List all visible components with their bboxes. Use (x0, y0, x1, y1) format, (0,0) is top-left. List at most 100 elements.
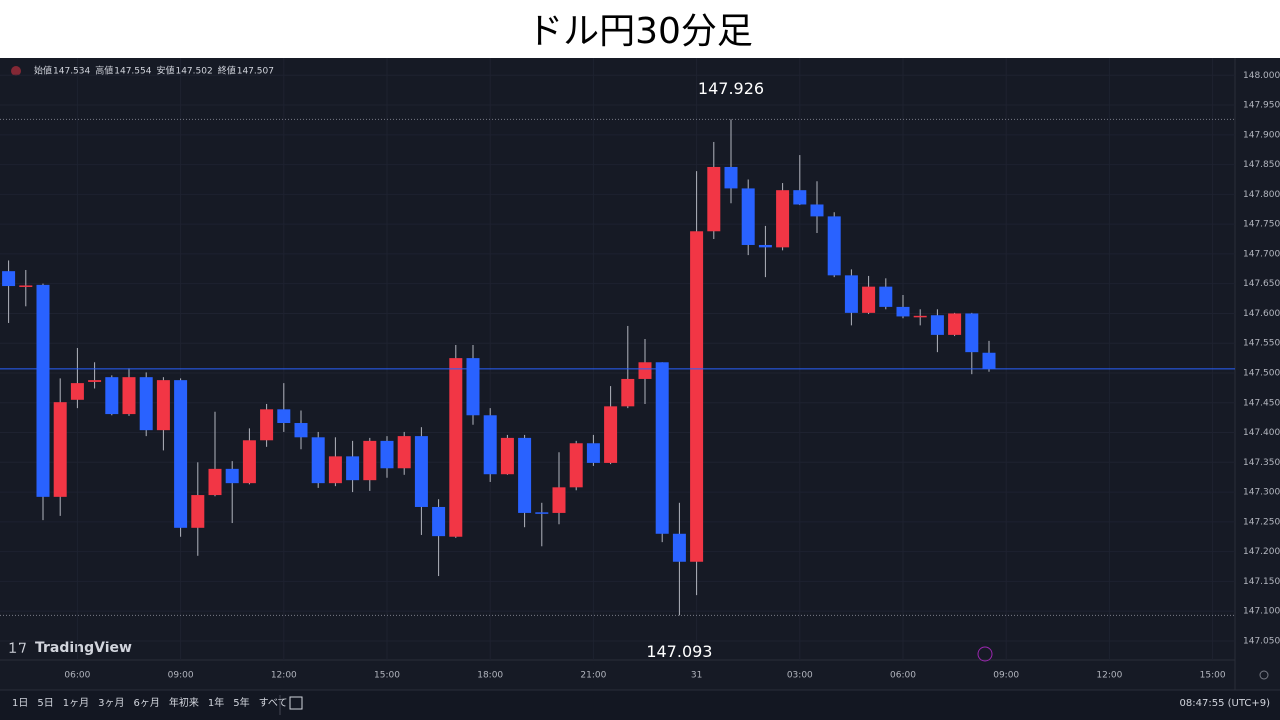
logo-mark: 𝟷𝟽 (8, 639, 27, 657)
y-tick-label: 147.100 (1243, 607, 1280, 617)
candle-body (466, 358, 480, 416)
candle-body (672, 533, 686, 562)
candle-body (414, 436, 428, 507)
chart-title: ドル円30分足 (527, 11, 753, 52)
candle-body (690, 231, 704, 562)
candle-body (2, 271, 16, 287)
candle-body (741, 188, 755, 245)
range-button[interactable]: 年初来 (169, 696, 199, 709)
legend-label: 終値 (218, 65, 236, 77)
y-tick-label: 147.850 (1243, 160, 1280, 170)
x-tick-label: 15:00 (374, 671, 400, 681)
candle-body (225, 468, 239, 484)
range-button[interactable]: 6ヶ月 (134, 697, 160, 709)
range-button[interactable]: 1年 (208, 696, 224, 709)
x-tick-label: 21:00 (580, 671, 606, 681)
x-tick-label: 15:00 (1200, 671, 1226, 681)
legend-value: 147.502 (175, 67, 212, 77)
candle-body (380, 440, 394, 469)
candle-body (965, 313, 979, 353)
y-tick-label: 147.250 (1243, 517, 1280, 527)
candle-body (827, 216, 841, 276)
range-button[interactable]: 5年 (233, 696, 249, 709)
legend-value: 147.554 (114, 67, 151, 77)
toolbar (0, 690, 1280, 720)
x-tick-label: 12:00 (1096, 671, 1122, 681)
extreme-label: 147.926 (698, 79, 764, 98)
legend-label: 高値 (95, 65, 113, 77)
candle-body (449, 358, 463, 537)
y-tick-label: 147.550 (1243, 339, 1280, 349)
range-button[interactable]: 1ヶ月 (63, 697, 89, 709)
candle-body (191, 495, 205, 528)
candle-body (638, 362, 652, 379)
candle-body (930, 315, 944, 335)
candle-body (621, 378, 635, 407)
y-tick-label: 147.150 (1243, 577, 1280, 587)
symbol-icon (11, 66, 21, 76)
alert-icon[interactable] (977, 646, 993, 662)
candle-body (122, 377, 136, 415)
x-tick-label: 03:00 (787, 671, 813, 681)
candle-body (277, 409, 291, 424)
candle-body (311, 437, 325, 484)
y-tick-label: 147.450 (1243, 398, 1280, 408)
candle-body (535, 512, 549, 514)
candle-body (88, 380, 102, 382)
candle-body (105, 377, 119, 415)
candle-body (862, 286, 876, 313)
candle-body (810, 204, 824, 217)
y-tick-label: 147.050 (1243, 636, 1280, 646)
x-tick-label: 06:00 (64, 671, 90, 681)
x-tick-label: 09:00 (993, 671, 1019, 681)
y-tick-label: 147.300 (1243, 488, 1280, 498)
candle-body (397, 436, 411, 469)
candle-body (242, 440, 256, 484)
candle-body (208, 468, 222, 496)
settings-icon[interactable] (1259, 670, 1269, 680)
x-tick-label: 12:00 (271, 671, 297, 681)
candle-body (552, 487, 566, 513)
y-tick-label: 147.600 (1243, 309, 1280, 319)
candle-body (844, 275, 858, 313)
brand: TradingView (35, 640, 132, 656)
y-tick-label: 147.800 (1243, 190, 1280, 200)
candle-body (707, 166, 721, 232)
y-tick-label: 147.400 (1243, 428, 1280, 438)
candle-body (793, 190, 807, 205)
candle-body (604, 406, 618, 463)
candle-body (260, 409, 274, 441)
candle-body (913, 315, 927, 318)
x-tick-label: 31 (691, 671, 702, 681)
candle-body (53, 402, 67, 497)
candle-body (518, 437, 532, 513)
candle-body (294, 423, 308, 438)
candle-body (879, 286, 893, 307)
candle-body (346, 456, 360, 481)
legend-label: 始値 (34, 65, 52, 77)
title-band (0, 0, 1280, 58)
x-tick-label: 06:00 (890, 671, 916, 681)
legend-label: 安値 (156, 65, 174, 77)
candle-body (586, 443, 600, 463)
candle-body (328, 456, 342, 484)
calendar-icon[interactable] (289, 696, 303, 710)
clock: 08:47:55 (UTC+9) (1180, 698, 1271, 709)
candle-body (948, 313, 962, 335)
range-button[interactable]: 5日 (37, 698, 53, 709)
candle-body (500, 437, 514, 475)
candle-body (569, 443, 583, 488)
y-tick-label: 147.500 (1243, 368, 1280, 378)
candle-body (139, 377, 153, 431)
candle-body (776, 190, 790, 248)
range-button[interactable]: 1日 (12, 698, 28, 709)
y-tick-label: 147.350 (1243, 458, 1280, 468)
y-tick-label: 147.200 (1243, 547, 1280, 557)
range-button[interactable]: すべて (259, 697, 288, 709)
legend-value: 147.507 (237, 67, 274, 77)
y-tick-label: 147.950 (1243, 101, 1280, 111)
candle-body (896, 306, 910, 317)
range-button[interactable]: 3ヶ月 (98, 697, 124, 709)
